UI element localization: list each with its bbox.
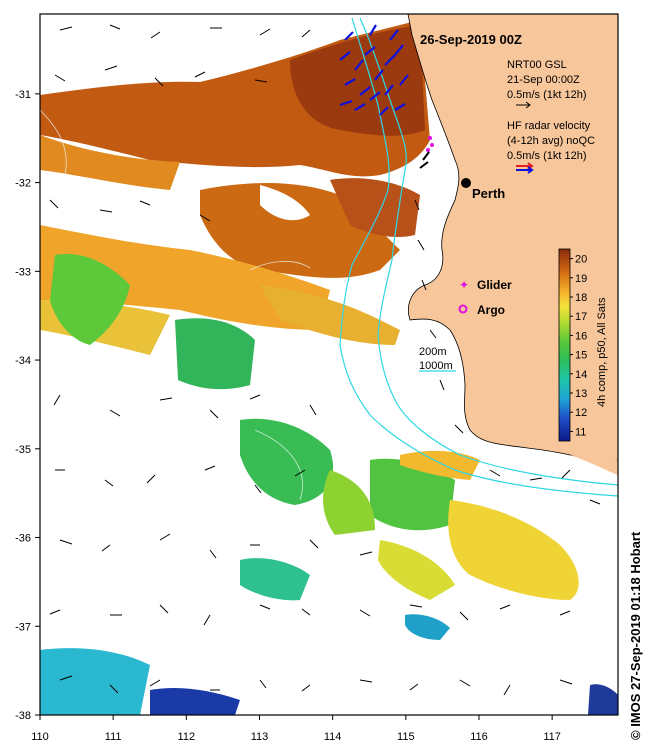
- isobath-200m-label: 200m: [419, 346, 447, 358]
- perth-marker: [461, 178, 471, 188]
- colorbar-tick-label: 15: [575, 350, 587, 362]
- argo-legend-label: Argo: [477, 303, 505, 317]
- lon-tick-label: 111: [105, 731, 122, 743]
- isobath-1000m-label: 1000m: [419, 360, 453, 372]
- colorbar-label: 4h comp, p50, All Sats: [596, 297, 608, 407]
- lat-tick-label: -33: [15, 266, 31, 278]
- lon-tick-label: 110: [31, 731, 49, 743]
- lat-tick-label: -34: [15, 355, 31, 367]
- colorbar-tick-label: 13: [575, 388, 587, 400]
- lat-tick-label: -32: [15, 178, 31, 190]
- lat-tick-label: -31: [15, 89, 31, 101]
- gsl-velocity-arrows: [49, 24, 601, 696]
- radar-legend-line1: HF radar velocity: [507, 120, 591, 132]
- colorbar-tick-label: 11: [575, 426, 586, 438]
- latitude-ticks: -31 -32 -33 -34 -35 -36 -37 -38: [15, 89, 40, 722]
- gsl-legend-line1: NRT00 GSL: [507, 59, 567, 71]
- radar-legend-line2: (4-12h avg) noQC: [507, 135, 595, 147]
- argo-legend-icon: [458, 304, 468, 314]
- glider-legend-icon: ✦: [459, 278, 469, 292]
- sst-field: [40, 14, 618, 715]
- lat-tick-label: -37: [15, 621, 31, 633]
- lon-tick-label: 112: [178, 731, 196, 743]
- isobath-1000m: [339, 17, 618, 497]
- credit-text: © IMOS 27-Sep-2019 01:18 Hobart: [628, 531, 643, 740]
- colorbar-tick-label: 16: [575, 330, 587, 342]
- colorbar-tick-label: 12: [575, 407, 587, 419]
- lon-tick-label: 114: [324, 731, 342, 743]
- lon-tick-label: 113: [251, 731, 269, 743]
- longitude-ticks: 110 111 112 113 114 115 116 117: [31, 715, 561, 743]
- map-title: 26-Sep-2019 00Z: [420, 32, 522, 47]
- perth-label: Perth: [472, 186, 505, 201]
- hf-radar-arrows: [339, 24, 409, 116]
- colorbar-tick-label: 17: [575, 311, 587, 323]
- glider-track: [426, 136, 434, 152]
- colorbar-tick-label: 19: [575, 273, 587, 285]
- radar-legend-line3: 0.5m/s (1kt 12h): [507, 150, 586, 162]
- lon-tick-label: 116: [470, 731, 488, 743]
- gsl-legend-arrow-icon: [516, 101, 531, 109]
- colorbar: 20 19 18 17 16 15 14 13 12 11 4h comp, p50, All S…: [558, 248, 608, 442]
- gsl-legend-line3: 0.5m/s (1kt 12h): [507, 89, 586, 101]
- svg-text:✦: ✦: [459, 278, 469, 292]
- lon-tick-label: 117: [543, 731, 561, 743]
- gsl-legend-line2: 21-Sep 00:00Z: [507, 74, 580, 86]
- colorbar-tick-label: 18: [575, 292, 587, 304]
- plot-frame: [39, 13, 619, 716]
- isobath-200m: [359, 17, 618, 486]
- glider-legend-label: Glider: [477, 278, 512, 292]
- radar-legend-arrow-icon: [516, 162, 534, 174]
- colorbar-ticks: 20 19 18 17 16 15 14 13 12 11: [570, 254, 587, 438]
- colorbar-tick-label: 20: [575, 254, 587, 266]
- lat-tick-label: -35: [15, 444, 31, 456]
- lat-tick-label: -38: [15, 710, 31, 722]
- colorbar-tick-label: 14: [575, 369, 587, 381]
- lat-tick-label: -36: [15, 533, 31, 545]
- lon-tick-label: 115: [397, 731, 415, 743]
